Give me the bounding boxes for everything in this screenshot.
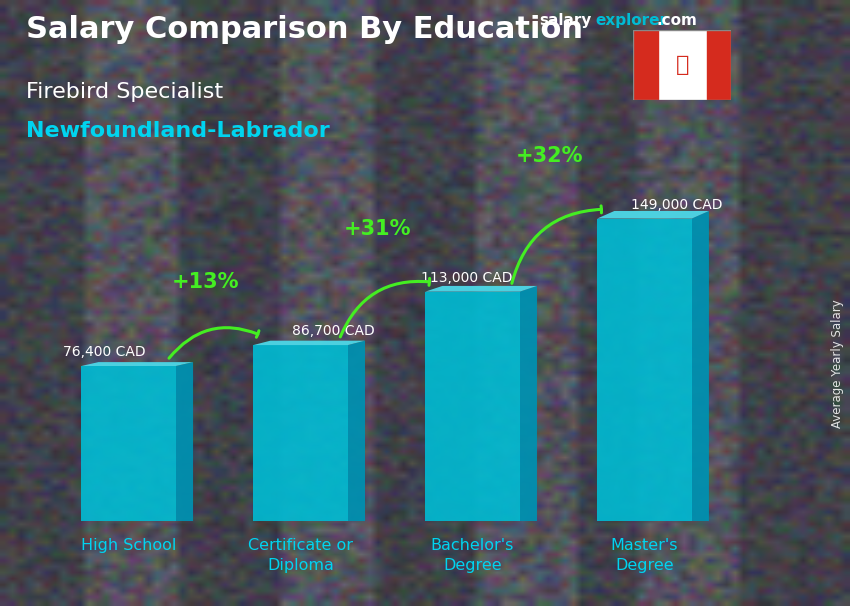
Text: Average Yearly Salary: Average Yearly Salary — [830, 299, 844, 428]
Polygon shape — [253, 345, 348, 521]
Polygon shape — [82, 366, 176, 521]
Text: 76,400 CAD: 76,400 CAD — [63, 345, 146, 359]
Text: +13%: +13% — [173, 273, 240, 293]
Polygon shape — [519, 286, 537, 521]
Text: Newfoundland-Labrador: Newfoundland-Labrador — [26, 121, 329, 141]
Text: +32%: +32% — [516, 146, 584, 166]
Polygon shape — [425, 286, 537, 291]
Polygon shape — [176, 362, 193, 521]
Text: 🍁: 🍁 — [676, 55, 688, 75]
Text: .com: .com — [656, 13, 697, 28]
Polygon shape — [598, 211, 709, 219]
Polygon shape — [348, 341, 365, 521]
Text: 113,000 CAD: 113,000 CAD — [421, 271, 513, 285]
Polygon shape — [425, 291, 519, 521]
Polygon shape — [598, 219, 692, 521]
Text: +31%: +31% — [344, 219, 411, 239]
Bar — [706, 30, 731, 100]
Polygon shape — [692, 211, 709, 521]
Text: salary: salary — [540, 13, 592, 28]
Polygon shape — [82, 362, 193, 366]
Bar — [633, 30, 658, 100]
Polygon shape — [253, 341, 365, 345]
Text: Salary Comparison By Education: Salary Comparison By Education — [26, 15, 582, 44]
Text: 149,000 CAD: 149,000 CAD — [631, 198, 722, 211]
Text: 86,700 CAD: 86,700 CAD — [292, 324, 375, 338]
Text: explorer: explorer — [595, 13, 667, 28]
Text: Firebird Specialist: Firebird Specialist — [26, 82, 223, 102]
